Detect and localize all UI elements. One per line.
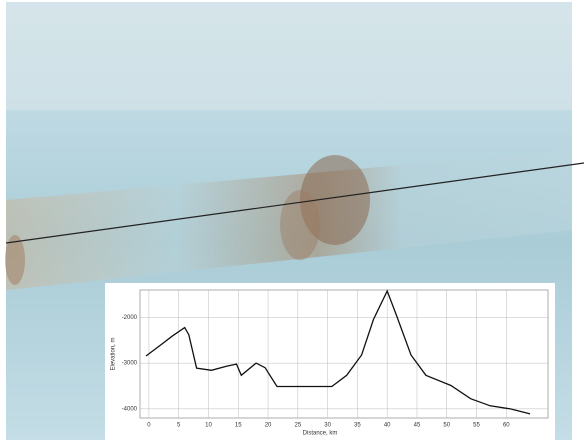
y-axis-label: Elevation, m (111, 337, 117, 370)
x-tick-label: 40 (384, 423, 391, 429)
x-tick-label: 30 (324, 423, 331, 429)
x-tick-label: 15 (235, 423, 242, 429)
x-tick-label: 60 (503, 423, 510, 429)
profile-inset (105, 283, 555, 440)
x-tick-label: 50 (443, 423, 450, 429)
x-tick-label: 45 (414, 423, 421, 429)
x-axis-label: Distance, km (303, 431, 338, 437)
x-tick-label: 20 (265, 423, 272, 429)
x-tick-label: 55 (473, 423, 480, 429)
map-view: Distance, km Elevation, m -2000 -3000 -400… (0, 0, 584, 445)
top-area (6, 2, 572, 110)
y-tick-label: -3000 (122, 361, 138, 367)
x-tick-label: 25 (294, 423, 301, 429)
y-tick-label: -2000 (122, 315, 138, 321)
x-tick-label: 10 (205, 423, 212, 429)
x-tick-label: 35 (354, 423, 361, 429)
y-tick-label: -4000 (122, 406, 138, 412)
